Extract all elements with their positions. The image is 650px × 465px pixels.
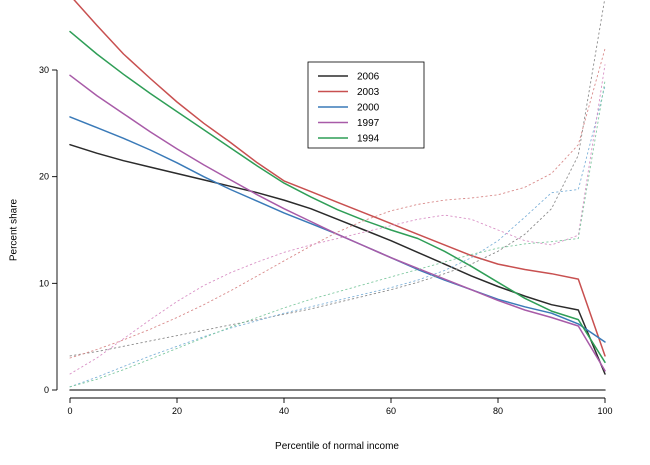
x-tick-label: 100 <box>597 406 612 416</box>
x-tick-label: 20 <box>172 406 182 416</box>
series-2003-share <box>73 0 606 357</box>
series-1997-dotted <box>69 64 606 375</box>
series-2003-dotted <box>69 48 606 359</box>
y-tick-label: 20 <box>39 172 49 182</box>
legend-label-1997: 1997 <box>357 118 380 129</box>
y-axis-title: Percent share <box>8 198 20 262</box>
legend: 2006 2003 2000 1997 1994 <box>307 61 425 149</box>
plot-area <box>69 0 606 391</box>
series-2006-dotted <box>69 0 606 357</box>
y-tick-label: 30 <box>39 65 49 75</box>
y-tick-label: 0 <box>44 385 49 395</box>
y-tick-label: 10 <box>39 278 49 288</box>
series-1997-share <box>69 74 606 372</box>
series-1994-share <box>69 30 606 364</box>
x-tick-label: 40 <box>279 406 289 416</box>
legend-label-2003: 2003 <box>357 87 380 98</box>
legend-label-1994: 1994 <box>357 134 380 145</box>
series-2000-dotted <box>69 85 606 388</box>
legend-label-2006: 2006 <box>357 72 380 83</box>
x-tick-label: 60 <box>386 406 396 416</box>
x-tick-label: 80 <box>493 406 503 416</box>
legend-label-2000: 2000 <box>357 103 380 114</box>
x-tick-label: 0 <box>67 406 72 416</box>
series-2006-share <box>69 143 606 375</box>
series-1994-dotted <box>69 80 606 388</box>
x-axis-title: Percentile of normal income <box>275 441 399 452</box>
series-2000-share <box>69 116 606 343</box>
